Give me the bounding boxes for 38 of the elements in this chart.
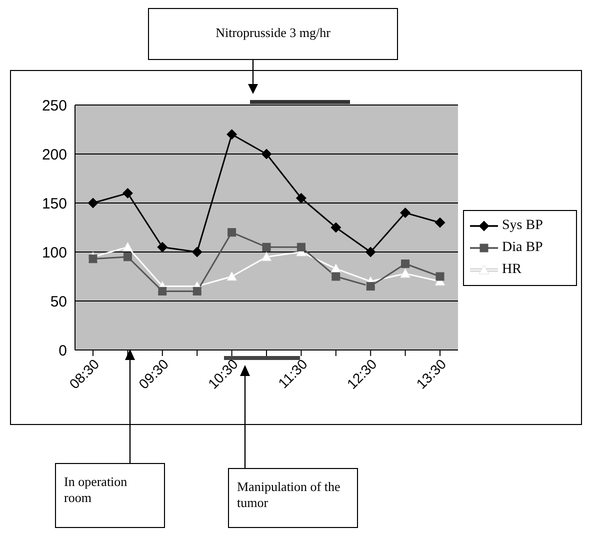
point xyxy=(400,268,411,278)
point xyxy=(226,271,238,281)
point xyxy=(157,242,168,252)
y-tick-label: 250 xyxy=(42,97,67,114)
y-tick-label: 150 xyxy=(42,195,67,212)
y-tick-label: 0 xyxy=(58,342,67,360)
point xyxy=(123,252,132,262)
point xyxy=(122,242,133,252)
point xyxy=(158,286,167,296)
y-tick-label: 50 xyxy=(50,293,67,310)
point xyxy=(296,242,306,252)
point xyxy=(261,252,272,262)
point xyxy=(330,222,342,233)
point xyxy=(226,129,238,140)
point xyxy=(365,246,376,258)
point xyxy=(122,188,133,198)
text: In operation room xyxy=(55,463,165,528)
point xyxy=(192,246,202,258)
point xyxy=(192,286,202,296)
point xyxy=(332,272,340,281)
text: Manipulation of the tumor xyxy=(228,468,358,528)
point xyxy=(88,254,98,264)
y-tick-label: 100 xyxy=(42,244,67,262)
legend-label: Dia BP xyxy=(502,240,543,256)
point xyxy=(400,208,411,218)
legend-label: HR xyxy=(502,262,522,278)
point xyxy=(366,282,375,291)
y-tick-label: 200 xyxy=(42,146,67,164)
point xyxy=(261,148,272,160)
legend-label: Sys BP xyxy=(502,218,543,234)
point xyxy=(434,217,446,228)
point xyxy=(296,192,306,204)
point xyxy=(88,198,98,208)
point xyxy=(401,260,410,268)
point xyxy=(436,272,444,281)
point xyxy=(228,228,236,237)
text: Nitroprusside 3 mg/hr xyxy=(148,8,398,60)
point xyxy=(262,242,271,252)
